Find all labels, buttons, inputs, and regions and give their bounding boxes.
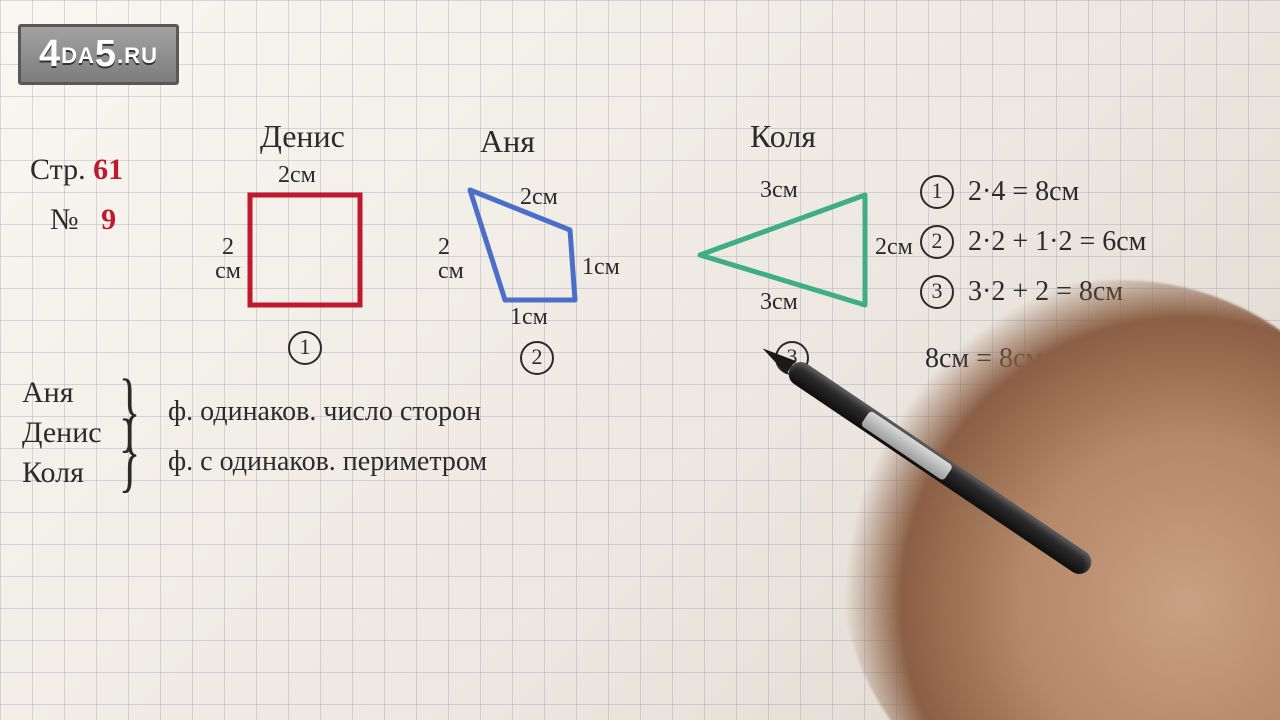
calc-1-expr: 2·4 = 8см	[968, 176, 1079, 208]
calc-2-expr: 2·2 + 1·2 = 6см	[968, 226, 1146, 258]
calc-1: 1 2·4 = 8см	[920, 175, 1079, 209]
list-kolya: Коля	[22, 458, 84, 488]
tri-bottom: 3см	[760, 290, 798, 314]
notebook-page: 4DA5.RU Стр. 61 № 9 Денис Аня Коля 2см 2…	[0, 0, 1280, 720]
list-denis: Денис	[22, 418, 102, 448]
calc-1-num: 1	[920, 175, 954, 209]
list-line2: ф. с одинаков. периметром	[168, 448, 487, 476]
tri-right: 2см	[875, 235, 913, 259]
calc-2: 2 2·2 + 1·2 = 6см	[920, 225, 1146, 259]
brace-bottom: }	[119, 400, 141, 503]
calc-2-num: 2	[920, 225, 954, 259]
list-anya: Аня	[22, 378, 74, 408]
calc-3-num: 3	[920, 275, 954, 309]
tri-top: 3см	[760, 178, 798, 202]
list-line1: ф. одинаков. число сторон	[168, 398, 481, 426]
